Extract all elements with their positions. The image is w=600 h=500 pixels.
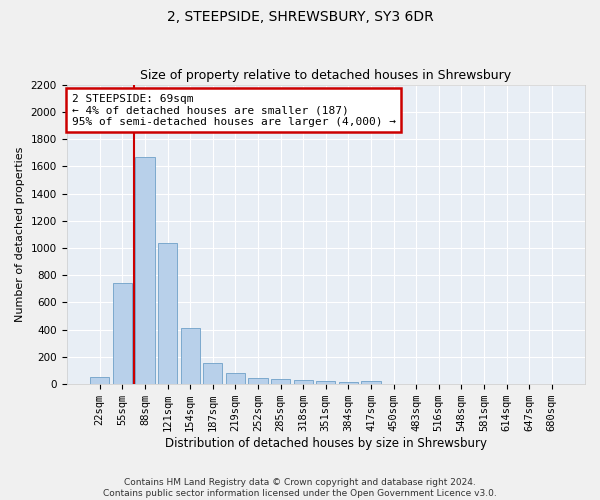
Bar	[113, 282, 132, 384]
Bar	[90, 378, 109, 384]
Text: 2 STEEPSIDE: 69sqm
← 4% of detached houses are smaller (187)
95% of semi-detache: 2 STEEPSIDE: 69sqm ← 4% of detached hous…	[72, 94, 396, 126]
Bar	[248, 378, 268, 384]
Text: Contains HM Land Registry data © Crown copyright and database right 2024.
Contai: Contains HM Land Registry data © Crown c…	[103, 478, 497, 498]
Bar	[181, 328, 200, 384]
Bar	[271, 379, 290, 384]
Bar	[361, 382, 380, 384]
Bar	[339, 382, 358, 384]
Bar	[203, 363, 223, 384]
Bar	[136, 156, 155, 384]
Title: Size of property relative to detached houses in Shrewsbury: Size of property relative to detached ho…	[140, 69, 511, 82]
X-axis label: Distribution of detached houses by size in Shrewsbury: Distribution of detached houses by size …	[165, 437, 487, 450]
Y-axis label: Number of detached properties: Number of detached properties	[15, 146, 25, 322]
Bar	[316, 382, 335, 384]
Bar	[293, 380, 313, 384]
Bar	[158, 243, 177, 384]
Text: 2, STEEPSIDE, SHREWSBURY, SY3 6DR: 2, STEEPSIDE, SHREWSBURY, SY3 6DR	[167, 10, 433, 24]
Bar	[226, 374, 245, 384]
